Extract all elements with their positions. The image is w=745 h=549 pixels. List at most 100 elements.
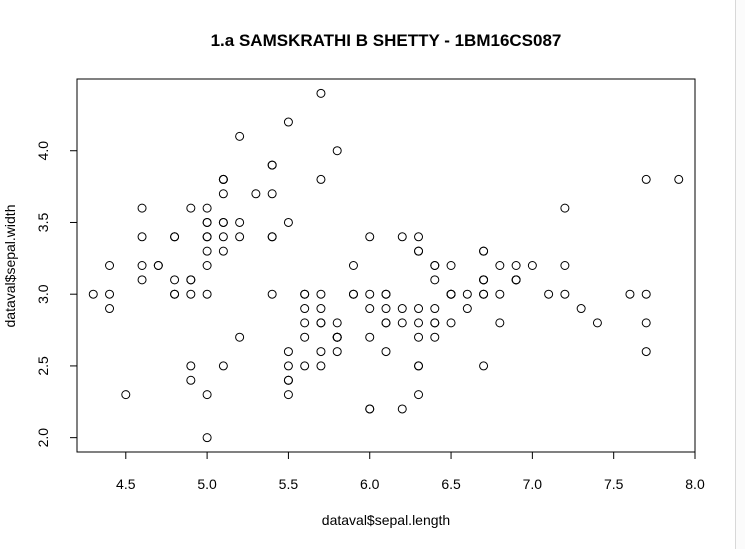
data-point [381, 304, 391, 314]
data-point [674, 174, 684, 184]
data-point [527, 261, 537, 270]
data-point [430, 304, 440, 314]
data-point [495, 318, 505, 328]
data-point [283, 117, 293, 127]
data-point [641, 318, 651, 328]
data-point [560, 203, 570, 213]
data-point [430, 275, 440, 285]
data-point [267, 232, 277, 242]
data-point [479, 361, 489, 371]
y-tick-label: 3.5 [35, 213, 51, 233]
data-point [560, 261, 570, 270]
data-point [641, 174, 651, 184]
data-point [479, 275, 489, 285]
data-point [592, 318, 602, 328]
data-point [283, 217, 293, 227]
x-tick-label: 7.0 [523, 476, 543, 492]
data-point [365, 304, 375, 314]
x-tick-label: 5.0 [197, 476, 217, 492]
data-point [560, 289, 570, 299]
data-point [218, 217, 228, 227]
data-point [283, 347, 293, 357]
data-point [348, 261, 358, 270]
data-point [381, 347, 391, 357]
data-point [267, 289, 277, 299]
x-tick-label: 7.5 [604, 476, 624, 492]
data-point [202, 217, 212, 227]
y-axis-label: dataval$sepal.width [2, 205, 18, 328]
data-point [446, 261, 456, 270]
data-point [186, 289, 196, 299]
data-point [316, 361, 326, 371]
data-point [414, 232, 424, 242]
data-point [641, 289, 651, 299]
data-point [267, 189, 277, 199]
data-point [137, 232, 147, 242]
data-point [397, 304, 407, 314]
data-point [430, 318, 440, 328]
data-point [137, 203, 147, 213]
data-point [414, 332, 424, 342]
data-point [218, 246, 228, 256]
y-tick-label: 2.5 [35, 356, 51, 376]
data-point [381, 289, 391, 299]
data-point [511, 261, 521, 270]
data-point [495, 289, 505, 299]
plot-frame [76, 78, 696, 453]
data-point [365, 232, 375, 242]
data-point [511, 275, 521, 285]
data-point [170, 289, 180, 299]
data-point [641, 347, 651, 357]
y-tick-label: 2.0 [35, 428, 51, 448]
data-point [202, 390, 212, 400]
x-tick-label: 6.5 [441, 476, 461, 492]
data-point [137, 261, 147, 270]
data-point [462, 304, 472, 314]
data-point [186, 275, 196, 285]
data-point [365, 289, 375, 299]
data-point [202, 261, 212, 270]
data-point [235, 217, 245, 227]
data-point [316, 88, 326, 98]
y-tick-label: 3.0 [35, 284, 51, 304]
data-point [414, 361, 424, 371]
data-point [121, 390, 131, 400]
data-point [283, 361, 293, 371]
chart-title: 1.a SAMSKRATHI B SHETTY - 1BM16CS087 [211, 31, 562, 50]
data-point [218, 232, 228, 242]
data-point [479, 246, 489, 256]
data-point [170, 275, 180, 285]
data-point [332, 318, 342, 328]
data-point [332, 347, 342, 357]
data-point [283, 375, 293, 385]
data-point [544, 289, 554, 299]
data-point [137, 275, 147, 285]
data-point [170, 232, 180, 242]
data-point [202, 203, 212, 213]
data-point [316, 318, 326, 328]
data-point [202, 232, 212, 242]
data-point [479, 289, 489, 299]
data-point [316, 347, 326, 357]
data-point [300, 304, 310, 314]
data-point [365, 404, 375, 414]
data-point [283, 390, 293, 400]
data-point [332, 146, 342, 156]
data-point [397, 318, 407, 328]
data-point [300, 289, 310, 299]
data-point [218, 174, 228, 184]
data-point [495, 261, 505, 270]
data-point [625, 289, 635, 299]
data-point [414, 390, 424, 400]
data-point [414, 304, 424, 314]
data-point [202, 289, 212, 299]
x-tick-label: 6.0 [360, 476, 380, 492]
data-point [316, 174, 326, 184]
data-points [88, 88, 684, 443]
data-point [251, 189, 261, 199]
data-point [235, 131, 245, 141]
data-point [414, 318, 424, 328]
x-axis: 4.5 5.0 5.5 6.0 6.5 7.0 7.5 8.0 [116, 451, 705, 492]
y-axis: 2.0 2.5 3.0 3.5 4.0 [35, 141, 78, 448]
